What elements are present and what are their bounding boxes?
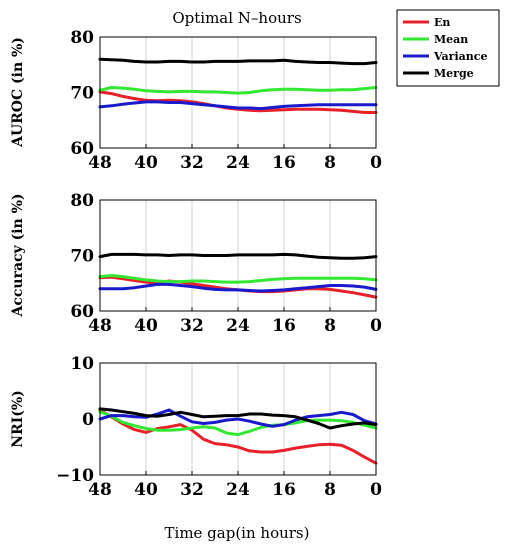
- series-line-merge: [98, 57, 378, 66]
- x-tick-label: 0: [370, 153, 382, 173]
- x-tick-label: 40: [134, 316, 158, 336]
- y-tick-label: 0: [82, 410, 94, 430]
- x-tick-label: 24: [226, 480, 250, 500]
- plot-frame: [99, 36, 377, 149]
- y-tick-label: −10: [56, 466, 94, 486]
- x-tick-label: 16: [272, 480, 296, 500]
- series-line-variance: [98, 100, 378, 111]
- series-line-mean: [98, 410, 378, 437]
- legend: En Mean Variance Merge: [396, 9, 500, 87]
- x-axis-label: Time gap(in hours): [165, 524, 310, 542]
- series-line-mean: [98, 274, 378, 284]
- x-tick-label: 0: [370, 316, 382, 336]
- x-tick-label: 32: [180, 153, 204, 173]
- x-tick-label: 48: [88, 153, 112, 173]
- y-tick-label: 60: [70, 139, 94, 159]
- y-axis-label: Accuracy (in %): [10, 194, 26, 318]
- x-tick-label: 40: [134, 153, 158, 173]
- x-tick-label: 0: [370, 480, 382, 500]
- chart-title: Optimal N–hours: [172, 9, 301, 27]
- x-tick-label: 24: [226, 153, 250, 173]
- legend-label: Variance: [433, 50, 487, 63]
- y-tick-label: 80: [70, 191, 94, 211]
- y-axis-label: AUROC (in %): [10, 37, 26, 148]
- y-tick-label: 10: [70, 354, 94, 374]
- x-tick-label: 48: [88, 480, 112, 500]
- plot-frame: [99, 362, 377, 476]
- series-line-en: [98, 408, 378, 465]
- y-tick-label: 70: [70, 84, 94, 104]
- plot-frame: [99, 199, 377, 312]
- legend-label: En: [434, 16, 450, 29]
- x-tick-label: 32: [180, 316, 204, 336]
- series-line-variance: [98, 282, 378, 293]
- series-line-variance: [98, 408, 378, 428]
- x-tick-label: 32: [180, 480, 204, 500]
- series-line-merge: [98, 407, 378, 430]
- y-axis-label: NRI(%): [10, 390, 26, 448]
- y-tick-label: 80: [70, 28, 94, 48]
- x-tick-label: 16: [272, 316, 296, 336]
- x-tick-label: 16: [272, 153, 296, 173]
- x-tick-label: 8: [324, 153, 336, 173]
- x-tick-label: 48: [88, 316, 112, 336]
- x-tick-label: 8: [324, 480, 336, 500]
- y-tick-label: 70: [70, 247, 94, 267]
- subplot-3: 48 40 32 24 16 8 0 −10 0 10 NRI(%): [10, 354, 382, 500]
- x-tick-label: 40: [134, 480, 158, 500]
- x-tick-label: 8: [324, 316, 336, 336]
- legend-label: Mean: [434, 33, 468, 46]
- series-line-merge: [98, 252, 378, 260]
- x-tick-label: 24: [226, 316, 250, 336]
- legend-label: Merge: [434, 67, 474, 80]
- series-line-mean: [98, 86, 378, 95]
- y-tick-label: 60: [70, 302, 94, 322]
